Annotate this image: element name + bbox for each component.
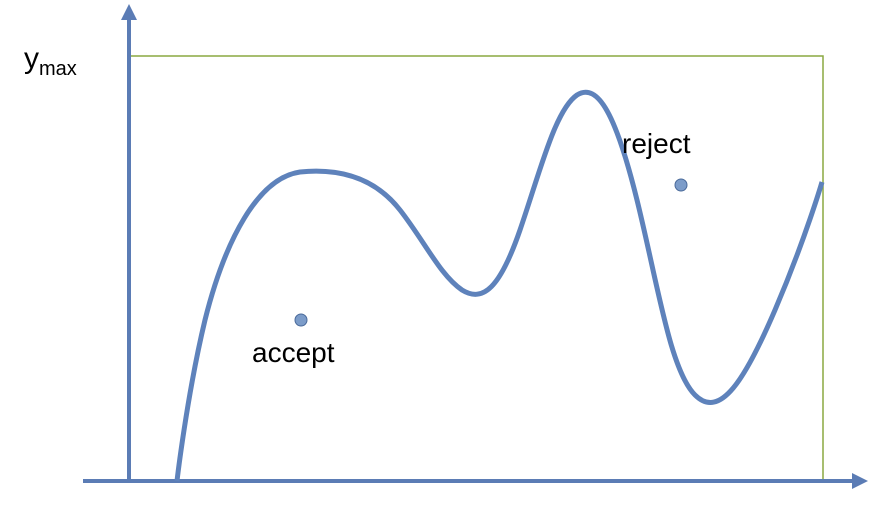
ymax-label: ymax — [24, 42, 77, 81]
ymax-text-main: y — [24, 42, 39, 75]
ymax-text-sub: max — [39, 58, 77, 80]
y-axis-arrow — [121, 4, 137, 20]
accept-point — [295, 314, 307, 326]
accept-label: accept — [252, 337, 335, 369]
diagram-svg — [0, 0, 869, 511]
density-curve — [177, 92, 822, 481]
x-axis-arrow — [852, 473, 868, 489]
reject-point — [675, 179, 687, 191]
reject-label: reject — [622, 128, 690, 160]
bounding-rect — [129, 56, 823, 481]
